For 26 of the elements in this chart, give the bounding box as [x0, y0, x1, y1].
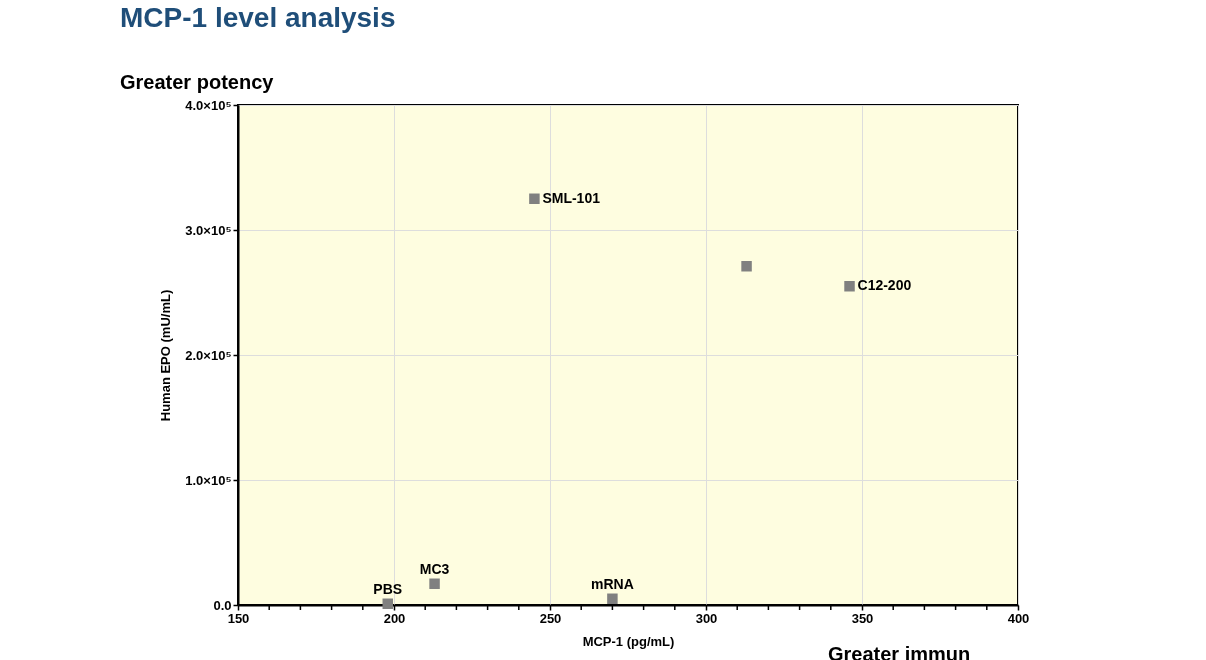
- text: Greater potency: [120, 71, 275, 93]
- x-tick-label: 400: [1007, 610, 1030, 626]
- point: [382, 598, 393, 609]
- x-tick-label: 200: [383, 610, 406, 626]
- y-tick-label: 0.0: [213, 597, 232, 613]
- series-label: mRNA: [591, 575, 634, 592]
- point: [607, 593, 618, 604]
- x-tick-label: 350: [851, 610, 874, 626]
- point: [844, 281, 855, 292]
- y-tick-label: 1.0×10⁵: [185, 472, 232, 488]
- x-tick-label: 300: [695, 610, 718, 626]
- y-tick-label: 4.0×10⁵: [185, 97, 232, 113]
- point: [529, 193, 540, 204]
- y-tick-label: 3.0×10⁵: [185, 222, 232, 238]
- point: [429, 578, 440, 589]
- series-label: C12-200: [857, 277, 912, 294]
- x-axis-title: MCP-1 (pg/mL): [582, 633, 675, 649]
- series-label: PBS: [373, 580, 403, 597]
- x-tick-label: 250: [539, 610, 562, 626]
- series-label: SML-101: [542, 189, 601, 206]
- chart-title: MCP-1 level analysis: [120, 2, 396, 33]
- point: [741, 261, 752, 272]
- x-tick-label: 150: [227, 610, 250, 626]
- y-axis-title: Human EPO (mU/mL): [158, 289, 174, 422]
- series-label: MC3: [419, 560, 450, 577]
- y-tick-label: 2.0×10⁵: [185, 347, 232, 363]
